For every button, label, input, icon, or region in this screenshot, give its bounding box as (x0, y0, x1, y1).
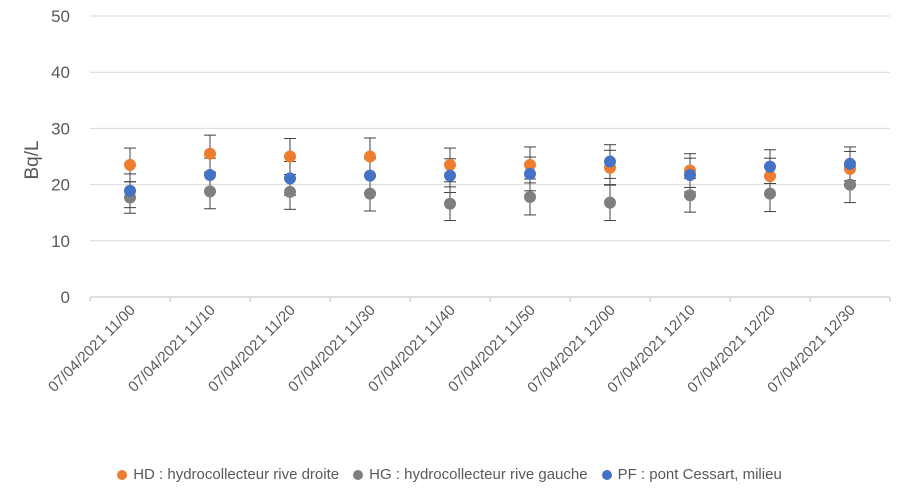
legend-label: PF : pont Cessart, milieu (617, 466, 782, 483)
data-point (524, 167, 536, 180)
x-tick-label: 07/04/2021 11/50 (445, 302, 539, 396)
data-point (204, 185, 216, 198)
data-point (124, 184, 136, 197)
x-tick-label: 07/04/2021 11/20 (205, 302, 299, 396)
data-point (364, 150, 376, 163)
legend-label: HG : hydrocollecteur rive gauche (369, 466, 588, 483)
data-point (444, 169, 456, 182)
y-tick-labels: 0 10 20 30 40 50 (51, 7, 70, 307)
y-tick-label: 40 (51, 63, 70, 82)
y-tick-label: 50 (51, 7, 70, 26)
legend-swatch (353, 469, 364, 480)
data-point (124, 158, 136, 171)
grid (89, 15, 891, 302)
x-tick-label: 07/04/2021 11/40 (365, 302, 459, 396)
x-tick-label: 07/04/2021 12/10 (604, 302, 699, 397)
data-points (124, 147, 856, 210)
data-point (284, 150, 296, 163)
data-point (604, 196, 616, 209)
error-bars (124, 134, 856, 222)
x-tick-label: 07/04/2021 12/00 (524, 302, 619, 397)
x-tick-label: 07/04/2021 11/00 (45, 302, 139, 396)
data-point (284, 172, 296, 185)
data-point (684, 169, 696, 182)
data-point (684, 189, 696, 202)
y-axis-label: Bq/L (22, 140, 43, 179)
y-tick-label: 0 (61, 288, 70, 307)
legend-item: PF : pont Cessart, milieu (601, 466, 782, 483)
data-point (284, 185, 296, 198)
y-tick-label: 10 (51, 232, 70, 251)
x-tick-label: 07/04/2021 11/30 (285, 302, 379, 396)
data-point (604, 155, 616, 168)
data-point (844, 157, 856, 170)
data-point (444, 158, 456, 171)
x-tick-label: 07/04/2021 11/10 (125, 302, 219, 396)
y-tick-label: 20 (51, 176, 70, 195)
y-tick-label: 30 (51, 119, 70, 138)
data-point (764, 170, 776, 183)
legend-swatch (117, 469, 128, 480)
x-tick-label: 07/04/2021 12/30 (764, 302, 859, 397)
data-point (844, 178, 856, 191)
data-point (524, 190, 536, 203)
legend-label: HD : hydrocollecteur rive droite (133, 466, 340, 483)
legend-item: HG : hydrocollecteur rive gauche (353, 466, 588, 483)
data-point (204, 147, 216, 160)
data-point (764, 187, 776, 200)
legend: HD : hydrocollecteur rive droite HG : hyd… (0, 466, 899, 483)
data-point (524, 158, 536, 171)
data-point (764, 160, 776, 173)
x-tick-label: 07/04/2021 12/20 (684, 302, 779, 397)
data-point (364, 169, 376, 182)
data-point (444, 197, 456, 210)
data-point (364, 187, 376, 200)
legend-item: HD : hydrocollecteur rive droite (117, 466, 339, 483)
data-point (204, 169, 216, 182)
legend-swatch (601, 469, 612, 480)
